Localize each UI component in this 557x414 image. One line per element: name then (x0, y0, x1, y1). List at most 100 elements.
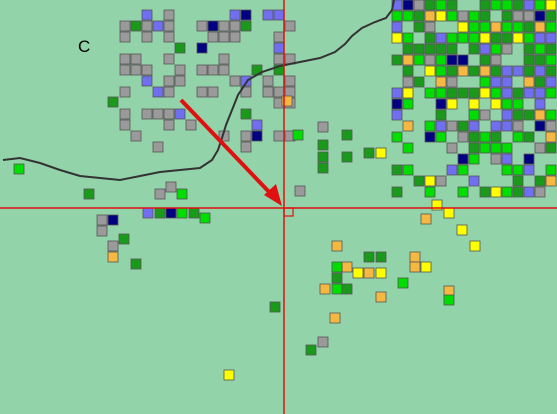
grid-cell (130, 258, 142, 270)
grid-cell (545, 120, 557, 132)
grid-cell (468, 87, 480, 99)
grid-cell (413, 43, 425, 55)
grid-cell (331, 283, 343, 295)
grid-cell (534, 175, 546, 187)
grid-cell (424, 120, 436, 132)
grid-cell (501, 76, 513, 88)
grid-cell (490, 131, 502, 143)
grid-cell (163, 53, 175, 65)
grid-cell (468, 43, 480, 55)
grid-cell (240, 75, 252, 87)
grid-cell (402, 65, 414, 77)
grid-cell (490, 186, 502, 198)
grid-cell (402, 54, 414, 66)
grid-cell (262, 9, 274, 21)
grid-cell (174, 42, 186, 54)
grid-cell (402, 32, 414, 44)
grid-cell (545, 32, 557, 44)
grid-cell (501, 65, 513, 77)
grid-cell (262, 86, 274, 98)
grid-cell (457, 65, 469, 77)
grid-cell (141, 9, 153, 21)
grid-cell (207, 31, 219, 43)
grid-cell (402, 76, 414, 88)
grid-cell (391, 10, 403, 22)
grid-cell (479, 54, 491, 66)
grid-cell (331, 272, 343, 284)
grid-cell (402, 142, 414, 154)
grid-cell (218, 20, 230, 32)
grid-cell (130, 53, 142, 65)
grid-cell (199, 212, 211, 224)
grid-cell (490, 98, 502, 110)
grid-cell (479, 65, 491, 77)
grid-cell (317, 121, 329, 133)
grid-cell (363, 251, 375, 263)
grid-cell (469, 240, 481, 252)
grid-cell (545, 54, 557, 66)
grid-cell (341, 129, 353, 141)
grid-cell (107, 251, 119, 263)
grid-cell (154, 188, 166, 200)
grid-cell (468, 131, 480, 143)
grid-cell (435, 10, 447, 22)
grid-cell (490, 65, 502, 77)
grid-cell (501, 142, 513, 154)
grid-cell (251, 130, 263, 142)
grid-cell (207, 20, 219, 32)
grid-cell (185, 119, 197, 131)
grid-cell (424, 0, 436, 11)
grid-cell (402, 0, 414, 11)
grid-cell (273, 31, 285, 43)
grid-cell (501, 186, 513, 198)
grid-cell (545, 131, 557, 143)
grid-cell (174, 75, 186, 87)
grid-cell (409, 261, 421, 273)
grid-cell (534, 186, 546, 198)
grid-cell (409, 251, 421, 263)
grid-cell (523, 32, 535, 44)
grid-cell (119, 53, 131, 65)
grid-cell (317, 336, 329, 348)
grid-cell (534, 120, 546, 132)
grid-cell (363, 147, 375, 159)
grid-cell (402, 98, 414, 110)
grid-cell (174, 64, 186, 76)
grid-cell (512, 10, 524, 22)
grid-cell (329, 312, 341, 324)
grid-cell (141, 108, 153, 120)
grid-cell (534, 21, 546, 33)
grid-cell (165, 207, 177, 219)
grid-cell (523, 0, 535, 11)
grid-cell (512, 0, 524, 11)
grid-cell (119, 20, 131, 32)
grid-cell (319, 283, 331, 295)
grid-cell (545, 76, 557, 88)
grid-cell (512, 21, 524, 33)
grid-cell (523, 153, 535, 165)
grid-cell (402, 120, 414, 132)
grid-cell (375, 251, 387, 263)
grid-cell (501, 164, 513, 176)
grid-cell (479, 0, 491, 11)
grid-cell (446, 142, 458, 154)
grid-cell (229, 20, 241, 32)
grid-cell (284, 75, 296, 87)
grid-cell (96, 214, 108, 226)
grid-cell (501, 98, 513, 110)
grid-cell (545, 175, 557, 187)
grid-cell (141, 20, 153, 32)
grid-cell (229, 75, 241, 87)
grid-cell (479, 10, 491, 22)
grid-cell (240, 108, 252, 120)
grid-cell (435, 131, 447, 143)
grid-cell (479, 87, 491, 99)
grid-cell (413, 21, 425, 33)
grid-cell (391, 109, 403, 121)
grid-cell (490, 0, 502, 11)
grid-cell (176, 188, 188, 200)
grid-cell (534, 0, 546, 11)
grid-cell (413, 10, 425, 22)
grid-cell (501, 32, 513, 44)
